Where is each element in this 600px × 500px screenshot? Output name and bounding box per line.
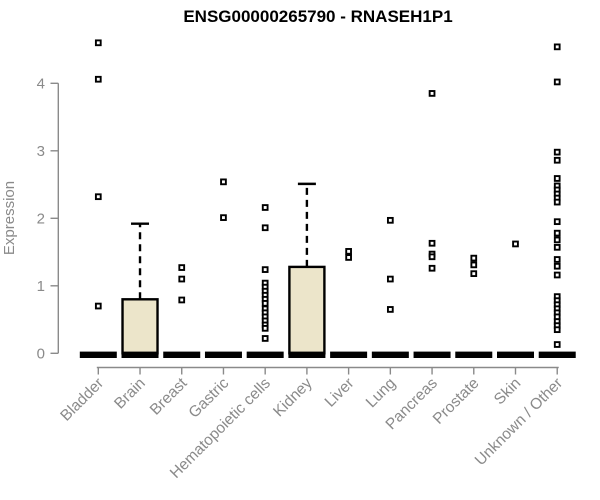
outlier-point [553,78,561,86]
outlier-point [94,75,102,83]
median-bar [246,351,284,358]
outlier-point [220,178,227,186]
outlier-point [553,236,561,244]
outlier-point [553,198,561,206]
median-bar [204,351,242,358]
outlier-point [428,253,436,261]
x-tick-label: Bladder [57,375,107,425]
outlier-point [553,256,561,263]
outlier-point [261,335,269,342]
outlier-point [386,275,394,283]
median-bar [413,351,451,358]
median-bar [455,351,493,358]
x-tick-label: Lung [363,375,399,411]
outlier-point [178,264,186,271]
outlier-point [470,261,478,269]
outlier-point [553,326,561,334]
x-tick-label: Brain [111,375,149,413]
box-group [121,222,159,358]
box-group [288,182,326,358]
outlier-point [345,248,352,255]
outlier-point [428,239,436,247]
y-tick-label: 0 [37,345,45,362]
outlier-point [94,39,102,47]
outlier-point [386,306,394,313]
iqr-box [121,298,159,355]
median-bar [121,351,159,358]
outlier-point [178,275,186,283]
box-group [497,240,534,358]
median-bar [538,351,576,358]
outlier-point [553,218,561,226]
median-bar [163,351,201,358]
outlier-point [261,300,269,307]
median-bar [330,351,368,358]
median-bar [497,351,534,358]
y-tick-label: 1 [37,278,45,295]
outlier-point [553,243,561,251]
box-group [538,43,576,358]
outlier-point [428,264,436,272]
outlier-point [428,90,436,97]
outlier-point [345,254,352,261]
median-bar [288,351,326,358]
outlier-point [261,324,269,332]
box-series [79,39,576,358]
outlier-point [94,302,102,310]
box-group [204,178,242,358]
box-group [79,39,117,358]
box-group [371,216,409,358]
box-group [413,90,451,358]
outlier-point [220,214,227,221]
outlier-point [553,262,561,270]
box-group [246,204,284,358]
outlier-point [553,229,561,237]
outlier-point [261,224,269,232]
median-bar [79,351,117,358]
iqr-box [288,265,326,355]
x-tick-label: Prostate [430,375,483,428]
box-group [455,254,493,358]
outlier-point [470,270,478,278]
median-bar [371,351,409,358]
outlier-point [512,240,519,248]
outlier-point [94,193,102,201]
outlier-point [261,266,269,273]
y-tick-label: 3 [37,143,45,160]
outlier-point [386,216,394,224]
outlier-point [261,204,269,211]
outlier-point [178,296,186,304]
box-group [163,264,201,358]
outlier-point [553,175,561,182]
y-axis-label: Expression [1,181,18,255]
outlier-point [553,341,561,348]
y-tick-label: 4 [37,75,45,92]
y-tick-label: 2 [37,210,45,227]
x-tick-label: Breast [147,374,191,418]
chart-title: ENSG00000265790 - RNASEH1P1 [183,7,452,26]
outlier-point [553,156,561,164]
x-tick-label: Kidney [270,375,316,421]
x-tick-label: Skin [491,375,524,408]
x-tick-label: Liver [322,375,358,411]
outlier-point [553,148,561,156]
outlier-point [470,254,478,262]
outlier-point [553,43,561,51]
outlier-point [553,271,561,279]
box-group [330,248,368,358]
